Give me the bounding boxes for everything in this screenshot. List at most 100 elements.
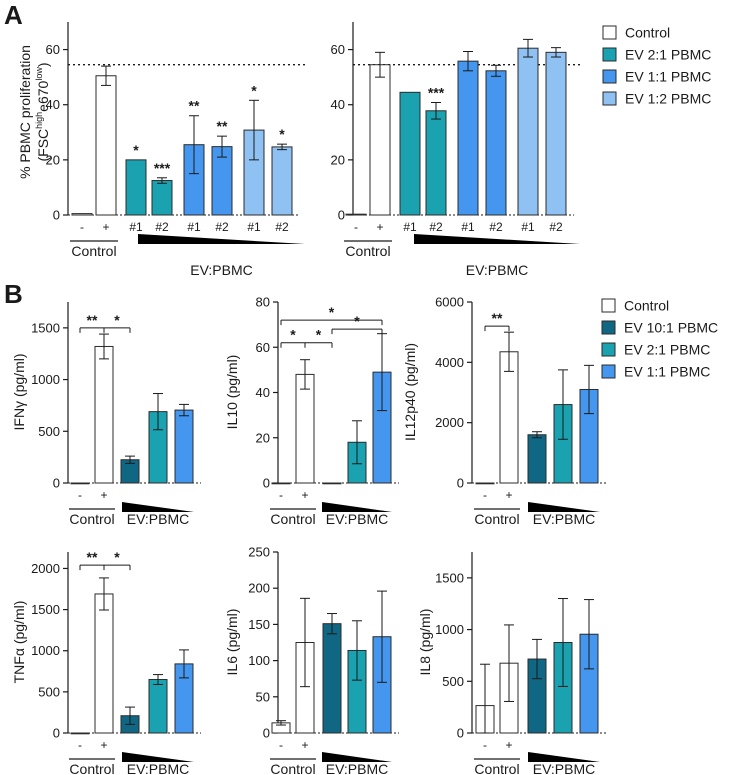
significance-star: * bbox=[133, 142, 139, 158]
y-axis-label-part: ) bbox=[35, 62, 51, 67]
y-tick-label: 40 bbox=[46, 97, 60, 112]
y-tick-label: 20 bbox=[46, 152, 60, 167]
y-axis-label: IL6 (pg/ml) bbox=[224, 609, 240, 676]
y-axis-label-part: e670 bbox=[35, 80, 51, 111]
y-axis-label-2: (FSChighe670low) bbox=[34, 62, 51, 161]
x-tick-label: #2 bbox=[549, 220, 563, 234]
dose-wedge bbox=[322, 752, 392, 762]
legend-swatch bbox=[602, 91, 617, 106]
y-tick-label: 0 bbox=[263, 476, 270, 491]
dose-wedge bbox=[528, 752, 600, 762]
significance-star: *** bbox=[154, 160, 171, 176]
control-group-label: Control bbox=[474, 511, 519, 527]
dose-wedge bbox=[122, 502, 194, 512]
x-tick-label: + bbox=[102, 220, 109, 234]
x-tick-label: + bbox=[100, 738, 107, 752]
control-group-label: Control bbox=[69, 761, 114, 775]
dose-wedge bbox=[322, 502, 392, 512]
y-tick-label: 1500 bbox=[435, 570, 464, 585]
y-tick-label: 1000 bbox=[31, 643, 60, 658]
legend-swatch bbox=[602, 47, 617, 62]
y-tick-label: 100 bbox=[248, 653, 270, 668]
y-tick-label: 60 bbox=[256, 340, 270, 355]
bar bbox=[322, 482, 342, 485]
legend-label: EV 1:1 PBMC bbox=[624, 364, 710, 380]
y-tick-label: 4000 bbox=[435, 355, 464, 370]
y-tick-label: 2000 bbox=[31, 561, 60, 576]
y-axis-label: IL8 (pg/ml) bbox=[417, 609, 433, 676]
y-tick-label: 0 bbox=[53, 476, 60, 491]
dose-wedge bbox=[122, 752, 194, 762]
chart-il6: 0 50 100 150 200 250 - + Control EV:PBMC IL6 (pg/m… bbox=[224, 545, 399, 775]
significance-star: * bbox=[316, 327, 322, 343]
legend-swatch bbox=[602, 25, 617, 40]
legend-label: EV 1:1 PBMC bbox=[625, 69, 711, 85]
y-tick-label: 1500 bbox=[31, 320, 60, 335]
y-tick-label: 0 bbox=[338, 208, 345, 223]
ev-pbmc-group-label: EV:PBMC bbox=[326, 761, 389, 775]
y-tick-label: 200 bbox=[248, 581, 270, 596]
x-tick-label: - bbox=[80, 220, 84, 234]
chart-il8: 0 500 1000 1500 - + Control EV:PBMC IL8 (pg/ml) bbox=[417, 552, 606, 775]
y-tick-label: 0 bbox=[53, 726, 60, 741]
y-tick-label: 20 bbox=[256, 430, 270, 445]
y-axis-label: IL10 (pg/ml) bbox=[224, 355, 240, 430]
bar bbox=[71, 213, 93, 216]
y-axis-label-superscript: low bbox=[34, 67, 44, 81]
control-group-label: Control bbox=[345, 243, 390, 259]
legend-label: Control bbox=[624, 298, 669, 314]
x-tick-label: - bbox=[483, 738, 487, 752]
y-tick-label: 1000 bbox=[435, 622, 464, 637]
significance-star: ** bbox=[217, 118, 228, 134]
x-tick-label: #1 bbox=[521, 220, 535, 234]
legend-label: EV 2:1 PBMC bbox=[624, 342, 710, 358]
legend-label: EV 10:1 PBMC bbox=[624, 320, 718, 336]
legend-label: EV 2:1 PBMC bbox=[625, 47, 711, 63]
significance-star: * bbox=[251, 82, 257, 98]
y-axis-label: TNFα (pg/ml) bbox=[11, 601, 27, 684]
y-tick-label: 60 bbox=[46, 42, 60, 57]
y-tick-label: 80 bbox=[256, 295, 270, 310]
y-axis-label: % PBMC proliferation bbox=[17, 45, 33, 179]
y-tick-label: 6000 bbox=[435, 295, 464, 310]
chart-a2: 0 20 40 60 - + #1 *** #2 #1 #2 #1 #2 Control EV:PBMC bbox=[331, 22, 580, 278]
bar bbox=[399, 91, 421, 216]
legend-swatch bbox=[601, 364, 616, 379]
ev-pbmc-group-label: EV:PBMC bbox=[466, 262, 529, 278]
y-axis-label: IL12p40 (pg/ml) bbox=[402, 343, 418, 441]
control-group-label: Control bbox=[69, 511, 114, 527]
y-axis-label: IFNγ (pg/ml) bbox=[11, 354, 27, 431]
x-tick-label: - bbox=[78, 738, 82, 752]
ev-pbmc-group-label: EV:PBMC bbox=[190, 262, 253, 278]
chart-il12p40: 0 2000 4000 6000 - + Control EV:PBMC ** IL12p40 (… bbox=[402, 295, 606, 527]
significance-star: * bbox=[354, 313, 360, 329]
y-tick-label: 500 bbox=[442, 674, 464, 689]
x-tick-label: #1 bbox=[129, 220, 143, 234]
x-tick-label: + bbox=[301, 488, 308, 502]
bar bbox=[271, 146, 293, 216]
significance-star: ** bbox=[87, 549, 98, 565]
chart-a1: 0 20 40 60 - + * #1 *** #2 ** #1 ** #2 * #1 * #2 Control EV… bbox=[17, 22, 306, 278]
bar bbox=[95, 75, 117, 216]
y-tick-label: 0 bbox=[457, 726, 464, 741]
x-tick-label: #1 bbox=[461, 220, 475, 234]
significance-star: ** bbox=[189, 98, 200, 114]
x-tick-label: #2 bbox=[489, 220, 503, 234]
control-group-label: Control bbox=[71, 243, 116, 259]
x-tick-label: - bbox=[483, 488, 487, 502]
significance-star: * bbox=[329, 304, 335, 320]
legend-swatch bbox=[602, 69, 617, 84]
bar bbox=[457, 60, 479, 216]
y-tick-label: 20 bbox=[331, 152, 345, 167]
bar bbox=[70, 732, 90, 735]
significance-star: * bbox=[114, 549, 120, 565]
x-tick-label: + bbox=[505, 738, 512, 752]
bar bbox=[94, 345, 114, 484]
legend-swatch bbox=[601, 298, 616, 313]
y-tick-label: 150 bbox=[248, 617, 270, 632]
x-tick-label: #1 bbox=[247, 220, 261, 234]
x-tick-label: #2 bbox=[429, 220, 443, 234]
x-tick-label: #1 bbox=[403, 220, 417, 234]
ev-pbmc-group-label: EV:PBMC bbox=[533, 761, 596, 775]
